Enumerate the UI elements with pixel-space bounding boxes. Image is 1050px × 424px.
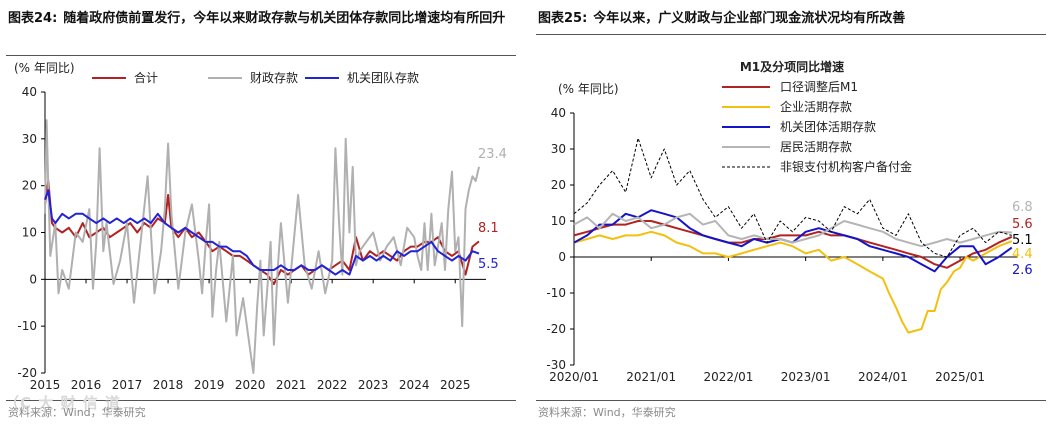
left-figure-number: 图表24: (8, 11, 58, 26)
legend-box (720, 52, 880, 180)
legend-label-org: 机关团队存款 (347, 70, 419, 85)
y-tick-label: 10 (22, 226, 37, 240)
left-panel: 图表24: 随着政府债前置发行，今年以来财政存款与机关团体存款同比增速均有所回升 … (0, 0, 522, 424)
y-tick-label: 0 (558, 250, 566, 264)
legend-label-m1: 口径调整后M1 (780, 79, 858, 94)
end-label-org: 5.5 (478, 257, 499, 272)
y-tick-label: 20 (551, 178, 566, 192)
series-line-nonbank (573, 137, 1012, 258)
right-line-chart: -30 -20 -10 0 10 20 30 40 2020/01 2021/01 2022/01 2… (546, 52, 1033, 384)
series-line-resident (573, 212, 1012, 248)
end-label-corp: 4.4 (1012, 247, 1033, 262)
legend-label-nonbank: 非银支付机构客户备付金 (780, 159, 912, 174)
x-tick-label: 2015 (30, 378, 61, 392)
left-title-rule (6, 55, 516, 56)
legend-label-corp: 企业活期存款 (780, 99, 852, 114)
y-tick-label: 0 (29, 272, 37, 286)
end-label-total: 8.1 (478, 221, 499, 236)
y-tick-label: -10 (546, 286, 566, 300)
x-tick-label: 2017 (112, 378, 143, 392)
right-figure-title: 今年以来，广义财政与企业部门现金流状况均有所改善 (593, 11, 906, 26)
legend-label-resident: 居民活期存款 (780, 140, 852, 154)
x-tick-label: 2024/01 (858, 370, 908, 384)
end-label-nonbank: 5.1 (1012, 233, 1033, 248)
series-line-fiscal (44, 119, 480, 374)
y-tick-label: 30 (22, 132, 37, 146)
series-line-corp (573, 230, 1013, 334)
y-tick-label: -30 (546, 358, 566, 372)
x-tick-label: 2022 (317, 378, 348, 392)
right-chart-title: 图表25: 今年以来，广义财政与企业部门现金流状况均有所改善 (538, 8, 1043, 30)
x-tick-label: 2021 (276, 378, 307, 392)
end-label-fiscal: 23.4 (478, 147, 507, 162)
x-tick-label: 2022/01 (704, 370, 754, 384)
x-tick-label: 2020/01 (549, 370, 599, 384)
watermark-logo: （C 大 财 信 道 (4, 394, 121, 412)
y-axis-label: (% 年同比) (14, 61, 75, 75)
legend-label-fiscal: 财政存款 (250, 71, 298, 85)
right-bottom-rule (536, 400, 1046, 401)
y-tick-label: 10 (551, 214, 566, 228)
legend-title: M1及分项同比增速 (740, 59, 844, 74)
left-chart-title: 图表24: 随着政府债前置发行，今年以来财政存款与机关团体存款同比增速均有所回升 (8, 8, 513, 30)
x-tick-label: 2018 (153, 378, 184, 392)
y-tick-label: -20 (17, 366, 37, 380)
right-title-rule (536, 34, 1046, 35)
x-tick-label: 2025/01 (935, 370, 985, 384)
x-tick-label: 2025 (440, 378, 471, 392)
end-label-org: 2.6 (1012, 263, 1033, 278)
series-line-m1 (573, 220, 1013, 269)
x-tick-label: 2023/01 (781, 370, 831, 384)
x-tick-label: 2023 (358, 378, 389, 392)
x-tick-label: 2021/01 (626, 370, 676, 384)
y-tick-label: 40 (22, 85, 37, 99)
x-tick-label: 2016 (71, 378, 102, 392)
right-panel: 图表25: 今年以来，广义财政与企业部门现金流状况均有所改善 -30 -20 -10 0… (530, 0, 1050, 424)
y-axis-label: (% 年同比) (558, 82, 619, 96)
y-tick-label: 30 (551, 142, 566, 156)
y-tick-label: -20 (546, 322, 566, 336)
end-label-m1: 5.6 (1012, 217, 1033, 232)
y-tick-label: 40 (551, 106, 566, 120)
y-tick-label: 20 (22, 179, 37, 193)
left-line-chart: -20 -10 0 10 20 30 40 2015 2016 2017 2018 2019 2020 2… (14, 61, 507, 392)
right-figure-number: 图表25: (538, 11, 588, 26)
x-tick-label: 2020 (235, 378, 266, 392)
left-source: 资料来源：Wind，华泰研究 (8, 406, 146, 419)
x-tick-label: 2024 (399, 378, 430, 392)
x-tick-label: 2019 (194, 378, 225, 392)
legend-label-total: 合计 (134, 70, 158, 85)
legend-label-org: 机关团体活期存款 (780, 120, 876, 134)
series-line-org (44, 189, 480, 276)
series-line-total (44, 180, 480, 285)
left-bottom-rule (6, 400, 516, 401)
right-source: 资料来源：Wind，华泰研究 (538, 406, 676, 419)
left-figure-title: 随着政府债前置发行，今年以来财政存款与机关团体存款同比增速均有所回升 (63, 11, 506, 26)
y-tick-label: -10 (17, 319, 37, 333)
end-label-resident: 6.8 (1012, 200, 1033, 215)
